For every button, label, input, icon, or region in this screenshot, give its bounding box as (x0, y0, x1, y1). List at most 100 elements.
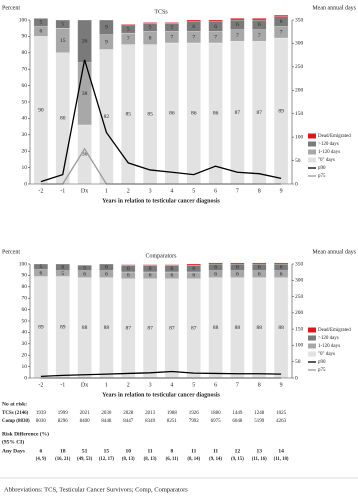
x-tick-label: 5 (192, 188, 195, 194)
rd-estimate: 6 (40, 448, 43, 454)
bar-segment (186, 19, 201, 22)
row-label: Comp (8830) (2, 419, 30, 424)
legend-swatch (308, 343, 316, 349)
x-tick-label: 2 (127, 188, 130, 194)
bar-label: 89 (38, 325, 44, 331)
bar-label: 7 (171, 34, 174, 40)
bar-label: 86 (213, 111, 219, 117)
x-tick-label: 1 (105, 188, 108, 194)
bar-segment (99, 19, 114, 35)
bar-label: 6 (192, 273, 195, 279)
bar-segment (33, 18, 49, 27)
bar-segment (208, 262, 223, 265)
x-tick-label: 5 (192, 382, 195, 388)
legend-label: Dead/Emigrated (318, 328, 351, 333)
bar-label: 9 (105, 39, 108, 45)
chart-title: Comparators (146, 253, 178, 259)
x-tick-label: -2 (38, 382, 43, 388)
table-cell: 8447 (123, 419, 134, 424)
rd-ci: (11, 18) (274, 457, 289, 462)
table-cell: 8400 (80, 419, 91, 424)
line-series (40, 147, 282, 185)
x-axis-label: Years in relation to testicular cancer d… (102, 392, 220, 398)
bar-label: 6 (105, 272, 108, 278)
y-tick-label: 60 (22, 83, 28, 89)
legend-label: p90 (318, 166, 326, 171)
y-tick-label: 10 (22, 165, 28, 171)
bar-segment (33, 263, 49, 270)
bar-label: 88 (104, 325, 110, 331)
table-cell: 2013 (145, 411, 156, 416)
x-tick-label: 7 (236, 382, 239, 388)
y-tick-label: 40 (22, 116, 28, 122)
y2-tick-label: 350 (295, 17, 304, 23)
bar-label: 6 (83, 272, 86, 278)
chart-title: TCSs (154, 9, 168, 15)
y2-tick-label: 100 (295, 343, 304, 349)
rd-estimate: 51 (82, 448, 88, 454)
bar-label: 6 (280, 265, 283, 271)
y2-tick-label: 250 (295, 64, 304, 70)
x-tick-label: -1 (60, 188, 65, 194)
bar-label: 88 (213, 325, 219, 331)
bar-label: 5 (61, 271, 64, 277)
x-tick-label: Dx (81, 382, 88, 388)
y-tick-label: 70 (22, 66, 28, 72)
table-cell: 1999 (58, 411, 69, 416)
bar-segment (230, 18, 245, 21)
bar-label: 6 (236, 22, 239, 28)
y2-tick-label: 50 (295, 359, 301, 365)
x-axis-label: Years in relation to testicular cancer d… (102, 198, 220, 204)
table-cell: 6048 (232, 419, 243, 424)
bar-label: 86 (169, 111, 175, 117)
legend-label: "0" days (318, 158, 335, 163)
legend-label: 1-120 days (318, 344, 340, 349)
bar-label: 87 (235, 110, 241, 116)
bar-label: 36 (82, 152, 88, 158)
y-tick-label: 100 (19, 17, 28, 23)
bar-label: 6 (192, 24, 195, 30)
bar-label: 6 (280, 19, 283, 25)
legend-swatch (308, 141, 316, 147)
bar-label: 5 (83, 265, 86, 271)
bar-label: 6 (258, 272, 261, 278)
bar-label: 6 (40, 270, 43, 276)
bar-label: 86 (191, 111, 197, 117)
rd-estimate: 11 (191, 448, 196, 454)
y2-tick-label: 0 (295, 181, 298, 187)
bar-label: 90 (38, 107, 44, 113)
table-cell: 2021 (80, 411, 91, 416)
table-title: No at risk: (2, 401, 27, 407)
rd-title: Risk Difference (%) (2, 430, 49, 437)
y-tick-label: 0 (24, 375, 27, 381)
line-series (40, 59, 282, 183)
x-tick-label: 8 (258, 382, 261, 388)
bar-label: 82 (104, 114, 110, 120)
bar-label: 80 (60, 116, 66, 122)
y2-tick-label: 100 (295, 134, 304, 140)
bar-label: 6 (192, 266, 195, 272)
bar-label: 8 (149, 35, 152, 41)
legend-label: 1-120 days (318, 150, 340, 155)
legend-label: p75 (318, 174, 326, 179)
x-tick-label: 7 (236, 188, 239, 194)
bar-label: 88 (235, 325, 241, 331)
bar-label: 6 (214, 24, 217, 30)
y2-axis-label: Mean annual days (312, 5, 356, 11)
bar-label: 6 (171, 266, 174, 272)
x-tick-label: 6 (214, 188, 217, 194)
bar-label: 7 (258, 33, 261, 39)
rd-estimate: 11 (213, 448, 218, 454)
x-tick-label: Dx (81, 188, 88, 194)
bar-segment (208, 19, 223, 22)
x-tick-label: 3 (149, 188, 152, 194)
y-tick-label: 10 (22, 364, 28, 370)
bar-label: 5 (127, 26, 130, 32)
rd-estimate: 8 (171, 448, 174, 454)
table-cell: 8448 (101, 419, 112, 424)
bar-label: 6 (149, 266, 152, 272)
bar-label: 6 (214, 265, 217, 271)
legend-swatch (308, 351, 316, 357)
footnote: Abbreviations: TCS, Testicular Cancer Su… (4, 486, 188, 493)
